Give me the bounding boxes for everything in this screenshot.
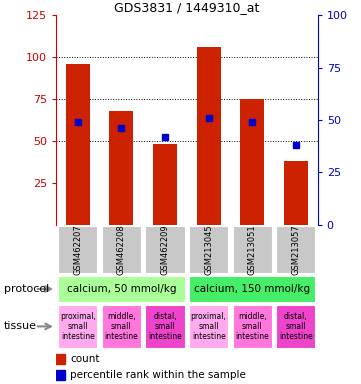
Text: proximal,
small
intestine: proximal, small intestine	[60, 312, 96, 341]
Bar	[145, 226, 184, 273]
Text: GSM462209: GSM462209	[161, 224, 170, 275]
Bar	[197, 47, 221, 225]
Bar	[56, 354, 65, 364]
Bar	[153, 144, 177, 225]
Text: GSM213057: GSM213057	[291, 224, 300, 275]
Bar	[58, 276, 184, 302]
Bar	[58, 305, 97, 348]
Bar	[58, 226, 97, 273]
Bar	[284, 161, 308, 225]
Bar	[102, 226, 141, 273]
Bar	[189, 226, 228, 273]
Text: tissue: tissue	[4, 321, 36, 331]
Text: middle,
small
intestine: middle, small intestine	[105, 312, 138, 341]
Bar	[66, 64, 90, 225]
Text: middle,
small
intestine: middle, small intestine	[235, 312, 269, 341]
Bar	[276, 305, 316, 348]
Text: calcium, 50 mmol/kg: calcium, 50 mmol/kg	[67, 284, 176, 294]
Bar	[189, 305, 228, 348]
Text: distal,
small
intestine: distal, small intestine	[279, 312, 313, 341]
Text: GSM213051: GSM213051	[248, 224, 257, 275]
Bar	[102, 305, 141, 348]
Bar	[145, 305, 184, 348]
Bar	[232, 226, 272, 273]
Text: GSM213045: GSM213045	[204, 224, 213, 275]
Bar	[232, 305, 272, 348]
Text: calcium, 150 mmol/kg: calcium, 150 mmol/kg	[194, 284, 310, 294]
Bar	[56, 370, 65, 380]
Bar	[276, 226, 316, 273]
Bar	[109, 111, 133, 225]
Text: protocol: protocol	[4, 284, 49, 294]
Text: distal,
small
intestine: distal, small intestine	[148, 312, 182, 341]
Text: proximal,
small
intestine: proximal, small intestine	[191, 312, 227, 341]
Text: GSM462207: GSM462207	[73, 224, 82, 275]
Text: percentile rank within the sample: percentile rank within the sample	[70, 370, 246, 380]
Bar	[240, 99, 264, 225]
Title: GDS3831 / 1449310_at: GDS3831 / 1449310_at	[114, 1, 260, 14]
Text: count: count	[70, 354, 100, 364]
Text: GSM462208: GSM462208	[117, 224, 126, 275]
Bar	[189, 276, 316, 302]
